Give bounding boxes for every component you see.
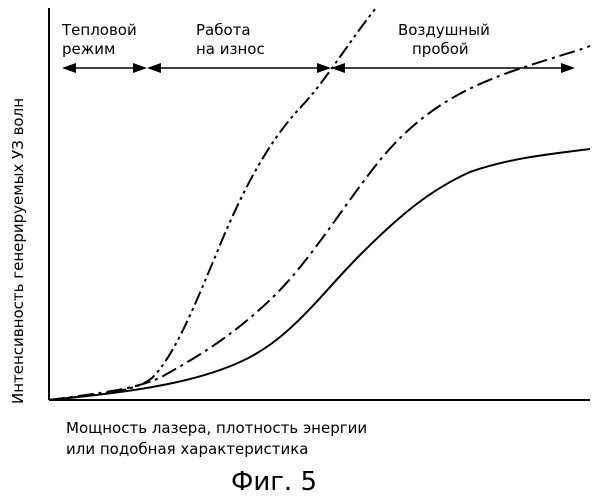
- curve-dash-dot: [49, 46, 590, 400]
- region-2-arrow-right-head: [317, 63, 331, 73]
- region-3-arrow-right-head: [561, 63, 575, 73]
- region-2-arrow-left-head: [147, 63, 161, 73]
- y-axis-label: Интенсивность генерируемых УЗ волн: [9, 98, 27, 404]
- region-1-arrow-left-head: [62, 63, 76, 73]
- region-3-label-line1: Воздушный: [398, 21, 490, 39]
- region-1-arrow-right-head: [133, 63, 147, 73]
- region-1-label-line2: режим: [62, 40, 115, 58]
- region-1-label-line1: Тепловой: [61, 21, 137, 39]
- region-2-label-line1: Работа: [196, 21, 251, 39]
- curve-solid: [49, 149, 590, 400]
- figure-caption: Фиг. 5: [231, 467, 317, 497]
- region-3-label-line2: пробой: [412, 40, 469, 58]
- region-arrows: [62, 63, 575, 73]
- x-axis-label-line1: Мощность лазера, плотность энергии: [66, 419, 367, 437]
- x-axis-label-line2: или подобная характеристика: [66, 440, 309, 458]
- region-2-label-line2: на износ: [196, 40, 265, 58]
